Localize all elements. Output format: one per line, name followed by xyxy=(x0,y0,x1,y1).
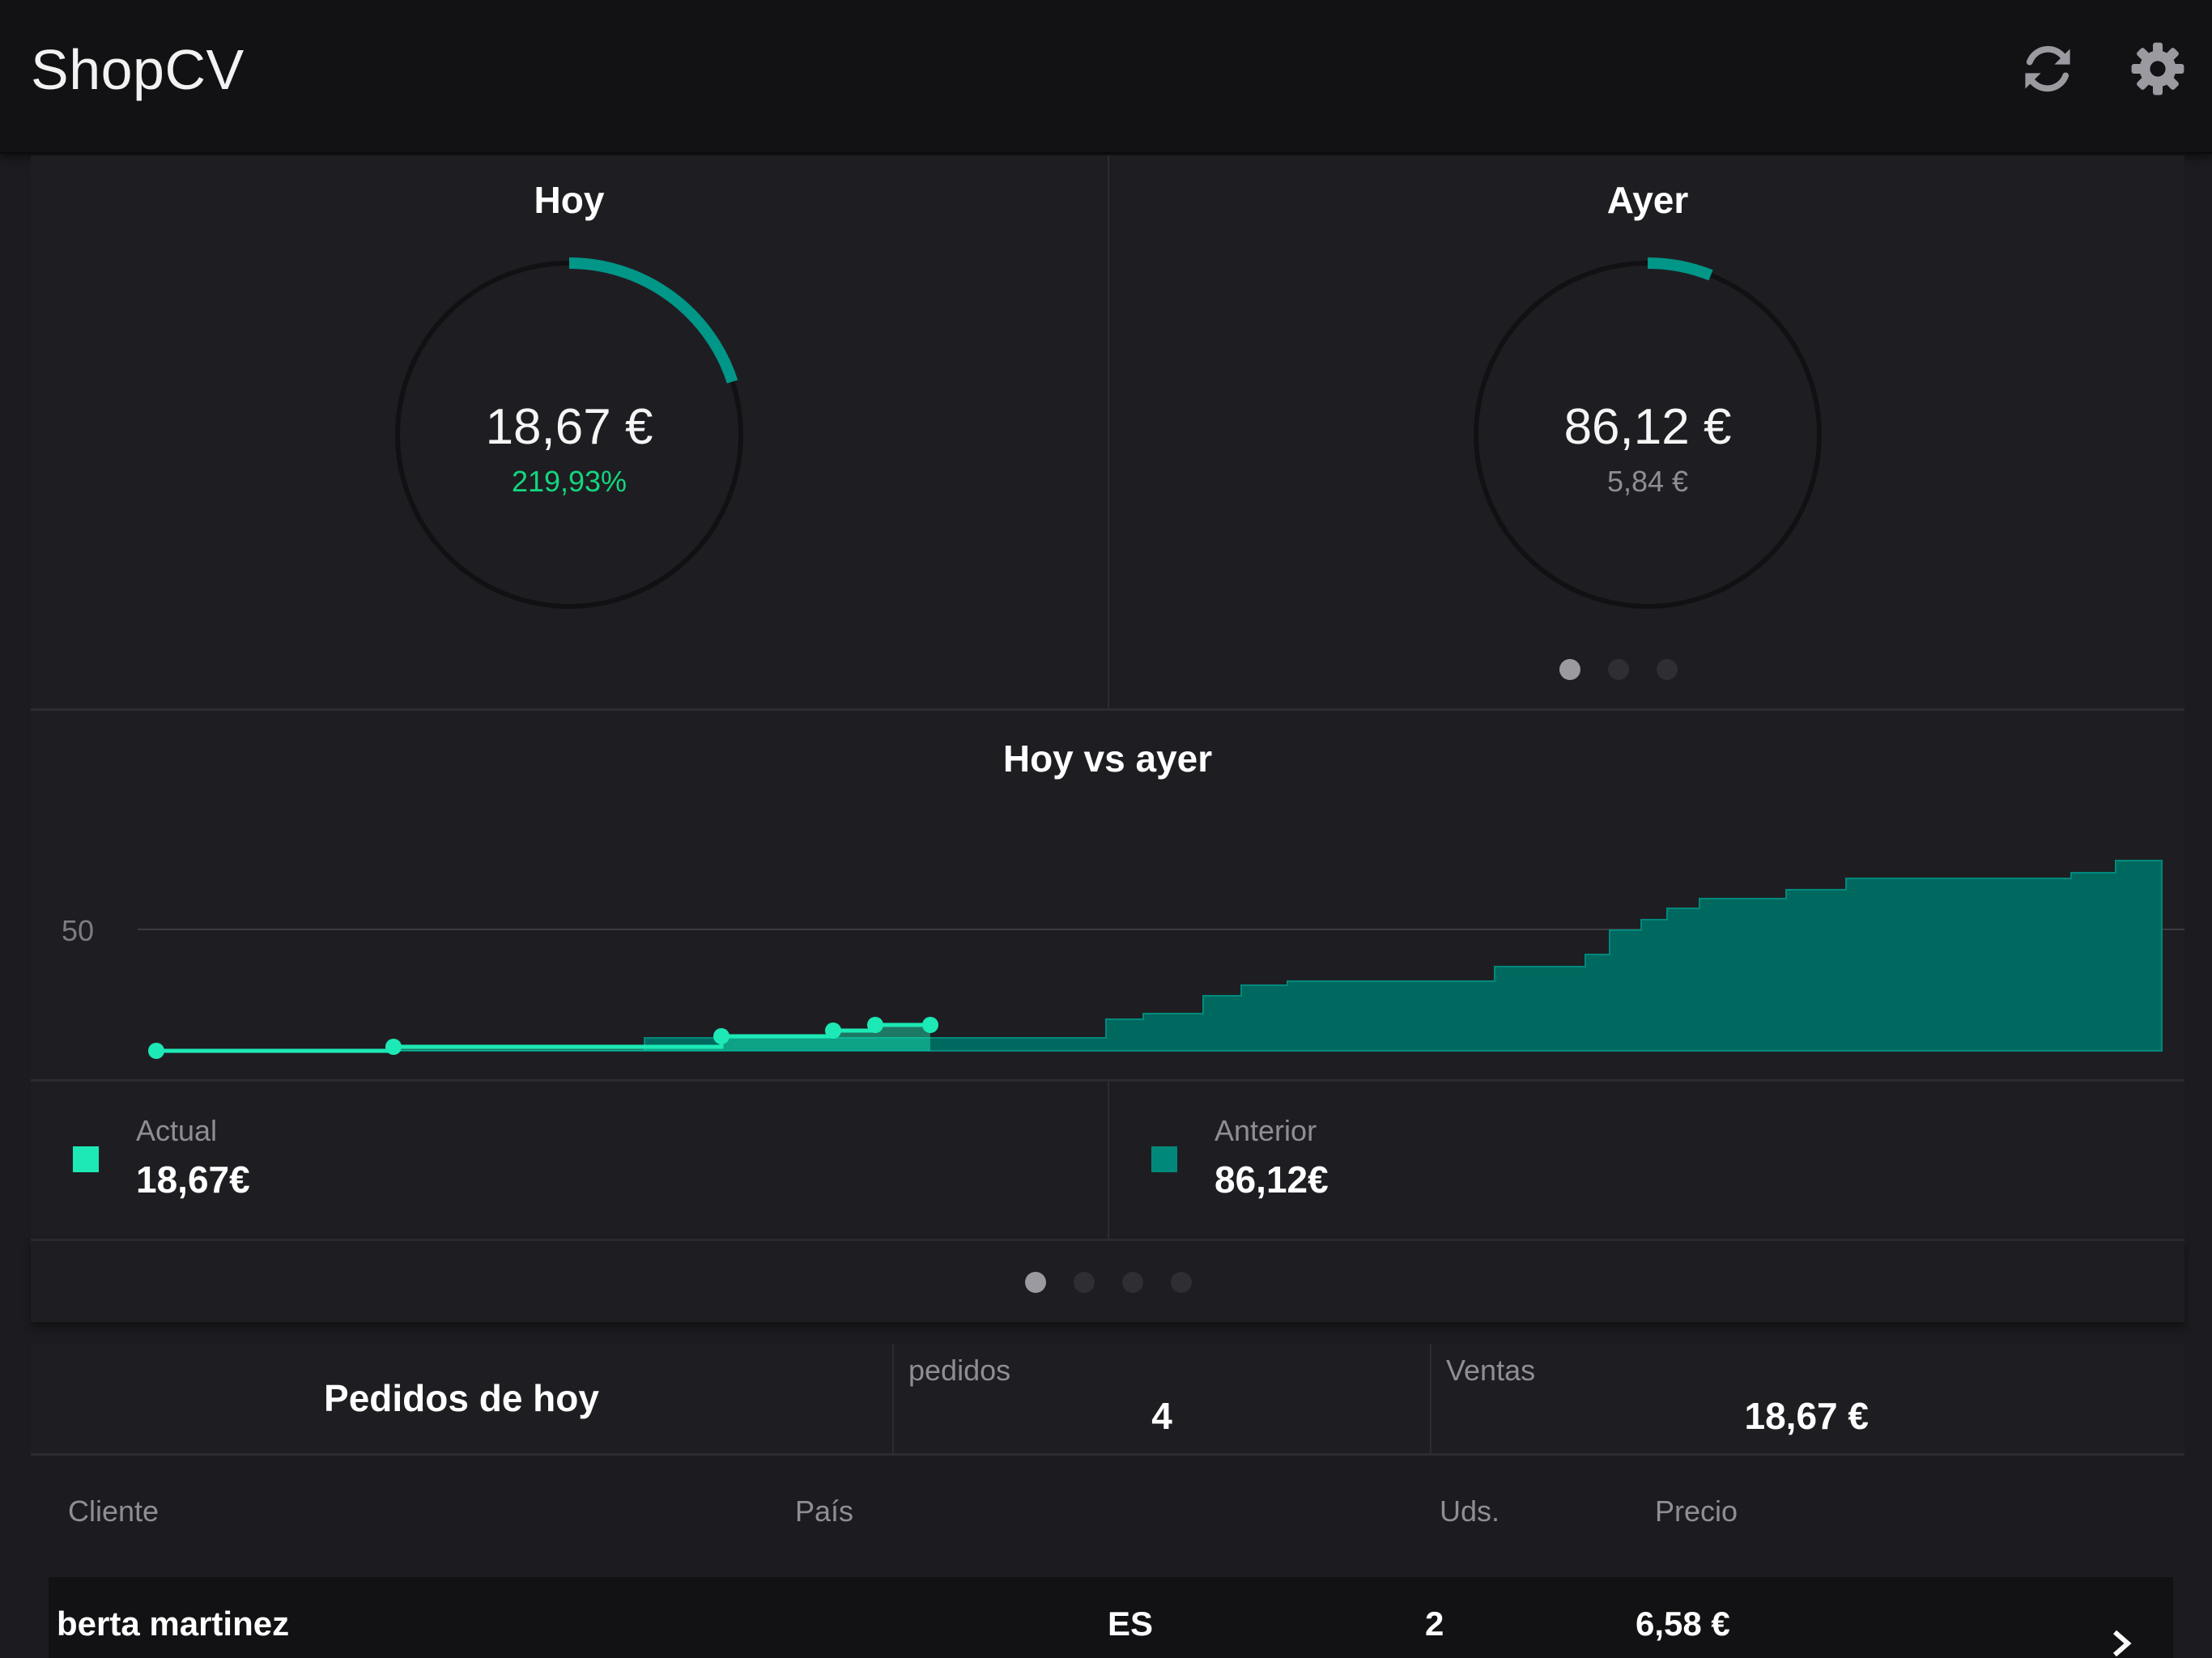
stat-value: 18,67 € xyxy=(1744,1395,1869,1437)
section-divider xyxy=(31,1453,2184,1456)
data-point xyxy=(922,1017,938,1033)
chart-legend: Actual 18,67€ Anterior 86,12€ xyxy=(31,1082,2184,1239)
pager-dot[interactable] xyxy=(1608,659,1629,680)
legend-value: 86,12€ xyxy=(1214,1158,1329,1201)
legend-swatch xyxy=(73,1146,99,1172)
pager-dot[interactable] xyxy=(1171,1272,1192,1293)
pager-dot[interactable] xyxy=(1074,1272,1095,1293)
pager-dot[interactable] xyxy=(1657,659,1678,680)
data-point xyxy=(825,1022,841,1039)
section-divider xyxy=(31,708,2184,711)
gauge-progress-arc xyxy=(1647,257,1713,281)
cell-cliente: berta martinez xyxy=(57,1605,290,1643)
refresh-icon xyxy=(2025,45,2070,92)
gauge-ring-today xyxy=(395,257,743,609)
gear-icon xyxy=(2131,42,2184,96)
legend-item-actual: Actual 18,67€ xyxy=(31,1082,1108,1239)
chart-panel: 50 Hoy vs ayer xyxy=(31,711,2184,1079)
legend-value: 18,67€ xyxy=(136,1158,250,1201)
cell-pais: ES xyxy=(1108,1605,1154,1643)
legend-swatch xyxy=(1151,1146,1177,1172)
gauge-value: 86,12 € xyxy=(1563,399,1732,455)
data-point xyxy=(713,1028,730,1044)
stat-pedidos: pedidos 4 xyxy=(892,1344,1430,1453)
column-header-uds[interactable]: Uds. xyxy=(1440,1494,1500,1528)
app-title: ShopCV xyxy=(31,38,245,101)
stat-label: pedidos xyxy=(908,1354,1011,1387)
legend-label: Actual xyxy=(136,1114,218,1147)
chart-pager-bar xyxy=(31,1241,2184,1322)
table-header: Cliente País Uds. Precio xyxy=(31,1456,2184,1569)
chevron-right-icon[interactable] xyxy=(2105,1627,2138,1658)
orders-summary: Pedidos de hoy pedidos 4 Ventas 18,67 € xyxy=(31,1344,2184,1453)
data-point xyxy=(867,1017,883,1033)
legend-label: Anterior xyxy=(1214,1114,1317,1147)
gauge-subvalue: 219,93% xyxy=(511,465,627,498)
data-point xyxy=(385,1039,402,1055)
stat-value: 4 xyxy=(1151,1395,1172,1437)
series-area-actual xyxy=(154,1025,930,1051)
gauges-panel: Hoy 18,67 € 219,93% Ayer 86,12 € 5,84 € xyxy=(31,155,2184,708)
pager-dot[interactable] xyxy=(1122,1272,1143,1293)
chart-title: Hoy vs ayer xyxy=(1002,738,1213,780)
cell-uds: 2 xyxy=(1425,1605,1444,1643)
table-row[interactable]: berta martinez ES 2 6,58 € xyxy=(49,1577,2173,1658)
top-bar: ShopCV xyxy=(0,0,2212,154)
y-tick-label: 50 xyxy=(62,914,94,947)
orders-title: Pedidos de hoy xyxy=(324,1377,599,1419)
panel-divider xyxy=(1108,155,1109,708)
column-header-pais[interactable]: País xyxy=(795,1494,854,1528)
data-point xyxy=(148,1043,164,1059)
gauge-card-yesterday: Ayer 86,12 € 5,84 € xyxy=(1109,155,2186,708)
stat-ventas: Ventas 18,67 € xyxy=(1430,1344,2184,1453)
column-header-cliente[interactable]: Cliente xyxy=(68,1494,160,1528)
column-header-precio[interactable]: Precio xyxy=(1655,1494,1738,1528)
gauge-subvalue: 5,84 € xyxy=(1606,465,1689,498)
panel-divider xyxy=(1108,1082,1109,1239)
chart-canvas: 50 xyxy=(62,860,2184,1059)
gauge-ring-yesterday xyxy=(1474,257,1822,609)
pager-dot[interactable] xyxy=(1559,659,1580,680)
section-divider xyxy=(31,1239,2184,1241)
chart-pager xyxy=(1025,1272,1192,1293)
gauge-title: Hoy xyxy=(534,179,605,221)
section-divider xyxy=(31,1079,2184,1082)
gauge-card-today: Hoy 18,67 € 219,93% xyxy=(31,155,1108,708)
legend-item-anterior: Anterior 86,12€ xyxy=(1109,1082,2186,1239)
pager-dot[interactable] xyxy=(1025,1272,1046,1293)
gauge-progress-arc xyxy=(568,257,738,384)
gauge-pager xyxy=(1559,659,1678,680)
stat-label: Ventas xyxy=(1446,1354,1536,1387)
gauge-value: 18,67 € xyxy=(485,399,653,455)
gauge-title: Ayer xyxy=(1606,179,1689,221)
refresh-button[interactable] xyxy=(2011,32,2084,105)
settings-button[interactable] xyxy=(2121,32,2194,105)
cell-precio: 6,58 € xyxy=(1636,1605,1730,1643)
series-area-anterior xyxy=(154,860,2163,1052)
